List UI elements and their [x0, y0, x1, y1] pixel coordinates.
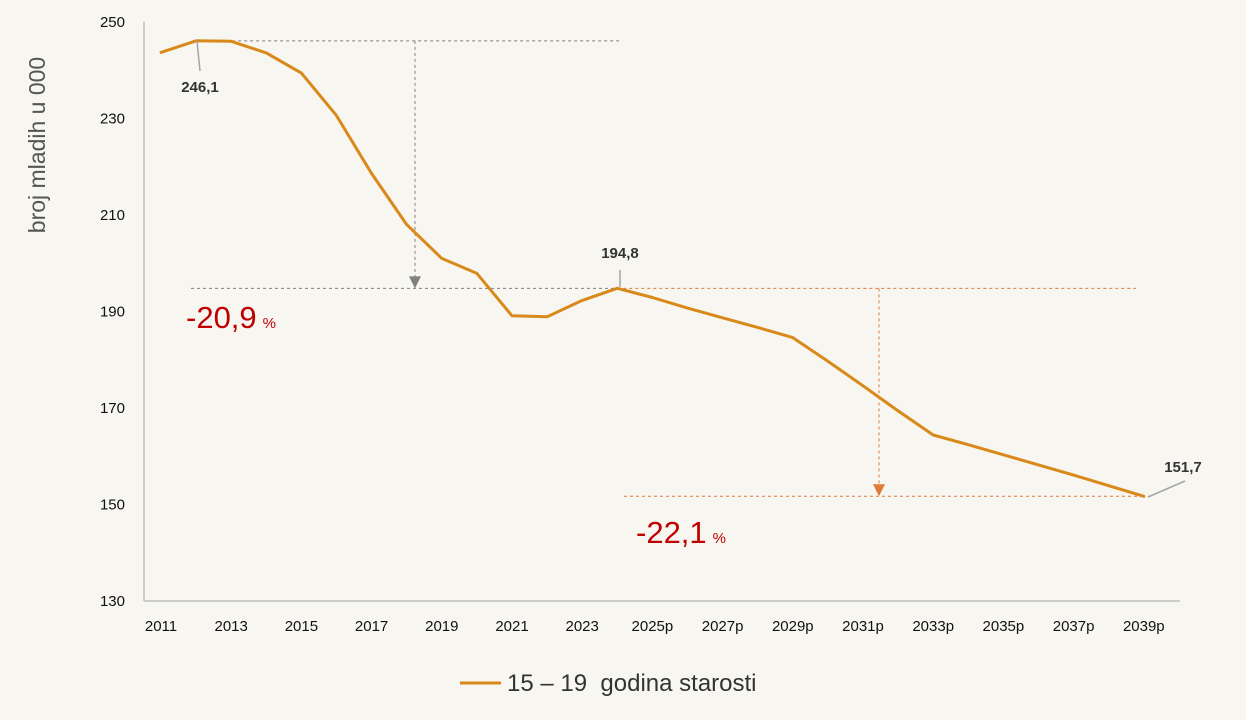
x-tick-label: 2029p: [772, 618, 814, 635]
data-label: 151,7: [1164, 459, 1202, 476]
x-tick-label: 2033p: [912, 618, 954, 635]
y-tick-labels: 130 150 170 190 210 230 250: [100, 14, 125, 610]
change-arrow-2-head: [873, 484, 885, 497]
x-tick-label: 2015: [285, 618, 318, 635]
y-tick-label: 150: [100, 497, 125, 514]
axes: [143, 22, 1180, 602]
legend-label: 15 – 19 godina starosti: [507, 670, 757, 697]
y-tick-label: 250: [100, 14, 125, 31]
x-tick-label: 2037p: [1053, 618, 1095, 635]
data-labels: 246,1 194,8 151,7: [181, 40, 1202, 498]
x-tick-label: 2027p: [702, 618, 744, 635]
change-arrow-1-head: [409, 276, 421, 289]
y-tick-label: 190: [100, 304, 125, 321]
series-lines: [159, 39, 1146, 498]
legend: 15 – 19 godina starosti: [460, 670, 757, 697]
data-label-leader: [1147, 480, 1186, 498]
data-label-leader: [196, 40, 201, 72]
x-tick-labels: 2011 2013 2015 2017 2019 2021 2023 2025p 2027p 20…: [145, 618, 1165, 635]
y-axis-label: broj mladih u 000: [24, 57, 50, 233]
x-tick-label: 2017: [355, 618, 388, 635]
x-tick-label: 2039p: [1123, 618, 1165, 635]
x-tick-label: 2025p: [632, 618, 674, 635]
x-tick-label: 2019: [425, 618, 458, 635]
x-tick-label: 2013: [215, 618, 248, 635]
y-tick-label: 170: [100, 400, 125, 417]
change-annotations: -20,9 % -22,1%: [186, 40, 1144, 550]
y-tick-label: 130: [100, 593, 125, 610]
change-percent-1: -20,9%: [186, 300, 276, 335]
x-tick-label: 2023: [566, 618, 599, 635]
data-label: 246,1: [181, 79, 219, 96]
x-tick-label: 2011: [145, 618, 177, 635]
change-percent-2: -22,1%: [636, 515, 726, 550]
data-label: 194,8: [601, 245, 639, 262]
series-line: [159, 39, 1146, 498]
x-tick-label: 2031p: [842, 618, 884, 635]
y-tick-label: 210: [100, 207, 125, 224]
y-tick-label: 230: [100, 111, 125, 128]
x-tick-label: 2035p: [983, 618, 1025, 635]
x-tick-label: 2021: [495, 618, 528, 635]
